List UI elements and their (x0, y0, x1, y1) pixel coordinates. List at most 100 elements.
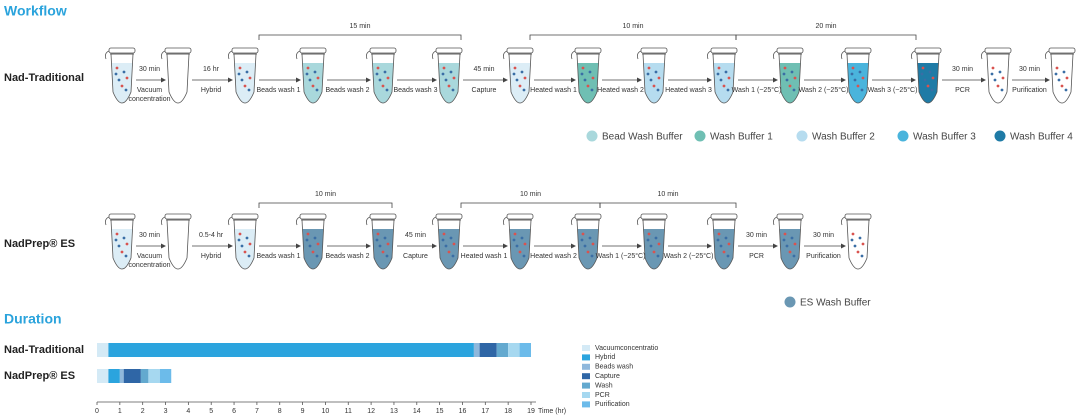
x-tick-label: 19 (527, 408, 535, 415)
tube-body (437, 219, 461, 270)
sample-dot (996, 84, 1000, 88)
tube-cap (844, 47, 872, 54)
tube (366, 213, 397, 270)
tube-cap (710, 213, 738, 220)
sample-dot (122, 70, 126, 74)
sample-dot (125, 242, 129, 246)
tube-liquid (577, 63, 599, 103)
tube (228, 213, 259, 270)
time-bracket (258, 34, 462, 40)
tube-liquid (643, 63, 665, 103)
tube-body (712, 53, 736, 104)
sample-dot (240, 78, 244, 82)
tube-body (778, 53, 802, 104)
sample-dot (522, 88, 526, 92)
tube-liquid (438, 63, 460, 103)
tube-body (916, 53, 940, 104)
sample-dot (383, 70, 387, 74)
x-tick-label: 16 (459, 408, 467, 415)
sample-dot (523, 242, 527, 246)
bar-segment (140, 369, 149, 383)
tube-liquid (577, 229, 599, 269)
tube-hinge (296, 216, 301, 226)
sample-dot (930, 88, 934, 92)
row-label: Nad-Traditional (4, 344, 84, 356)
sample-dot (858, 70, 862, 74)
tube (911, 47, 942, 104)
sample-dot (1054, 72, 1058, 76)
sample-dot (120, 250, 124, 254)
tube-cap (231, 47, 259, 54)
arrow-head (432, 77, 437, 83)
x-tick-label: 0 (95, 408, 99, 415)
tube-cap (506, 213, 534, 220)
sample-dot (861, 242, 865, 246)
sample-dot (305, 72, 309, 76)
tube-hinge (366, 50, 371, 60)
time-bracket (735, 34, 917, 40)
sample-dot (861, 76, 865, 80)
tube (841, 213, 872, 270)
x-tick-label: 1 (118, 408, 122, 415)
sample-dot (513, 232, 517, 236)
tube-liquid (713, 63, 735, 103)
sample-dot (649, 78, 653, 82)
sample-dot (580, 72, 584, 76)
sample-dot (860, 254, 864, 258)
x-tick-label: 5 (209, 408, 213, 415)
sample-dot (518, 250, 522, 254)
tube-cap (776, 213, 804, 220)
sample-dot (451, 88, 455, 92)
x-tick-label: 11 (345, 408, 352, 415)
step-time: 45 min (405, 232, 426, 239)
sample-dot (386, 242, 390, 246)
sample-dot (117, 244, 121, 248)
tube-body (371, 53, 395, 104)
tube-body (508, 219, 532, 270)
bracket-label: 10 min (622, 23, 643, 30)
sample-dot (785, 78, 789, 82)
row-label: NadPrep® ES (4, 370, 75, 382)
arrow-head (911, 77, 916, 83)
tube-hinge (432, 50, 437, 60)
legend-label: Wash Buffer 4 (1010, 132, 1073, 143)
sample-dot (452, 76, 456, 80)
tube-hinge (841, 50, 846, 60)
tube-body (166, 219, 190, 270)
tube-body (712, 219, 736, 270)
step-label: Heated wash 1 (461, 253, 508, 260)
sample-dot (444, 244, 448, 248)
tube (366, 47, 397, 104)
tube-hinge (161, 50, 166, 60)
tube (1045, 47, 1076, 104)
tube (503, 47, 534, 104)
step-label: Wash 2 (~25°C) (664, 252, 714, 260)
sample-dot (248, 242, 252, 246)
time-bracket (460, 202, 601, 208)
row-label: Nad-Traditional (4, 72, 84, 84)
tube-hinge (105, 50, 110, 60)
legend-label: Bead Wash Buffer (602, 132, 683, 143)
step-label: Purification (806, 253, 841, 260)
sample-dot (385, 254, 389, 258)
tube-body (508, 53, 532, 104)
bar-segment (108, 369, 120, 383)
sample-dot (920, 72, 924, 76)
sample-dot (247, 88, 251, 92)
tube (432, 213, 463, 270)
tube-cap (640, 213, 668, 220)
tube-hinge (366, 216, 371, 226)
tube-liquid (234, 229, 256, 269)
sample-dot (124, 254, 128, 258)
sample-dot (657, 242, 661, 246)
sample-dot (245, 70, 249, 74)
tube-liquid (779, 229, 801, 269)
bar-segment (148, 369, 160, 383)
tube-liquid (779, 63, 801, 103)
tube-cap (108, 47, 136, 54)
sample-dot (580, 238, 584, 242)
tube (161, 213, 192, 270)
step-label: Wash 3 (~25°C) (868, 86, 918, 94)
arrow-head (161, 77, 166, 83)
sample-dot (513, 66, 517, 70)
